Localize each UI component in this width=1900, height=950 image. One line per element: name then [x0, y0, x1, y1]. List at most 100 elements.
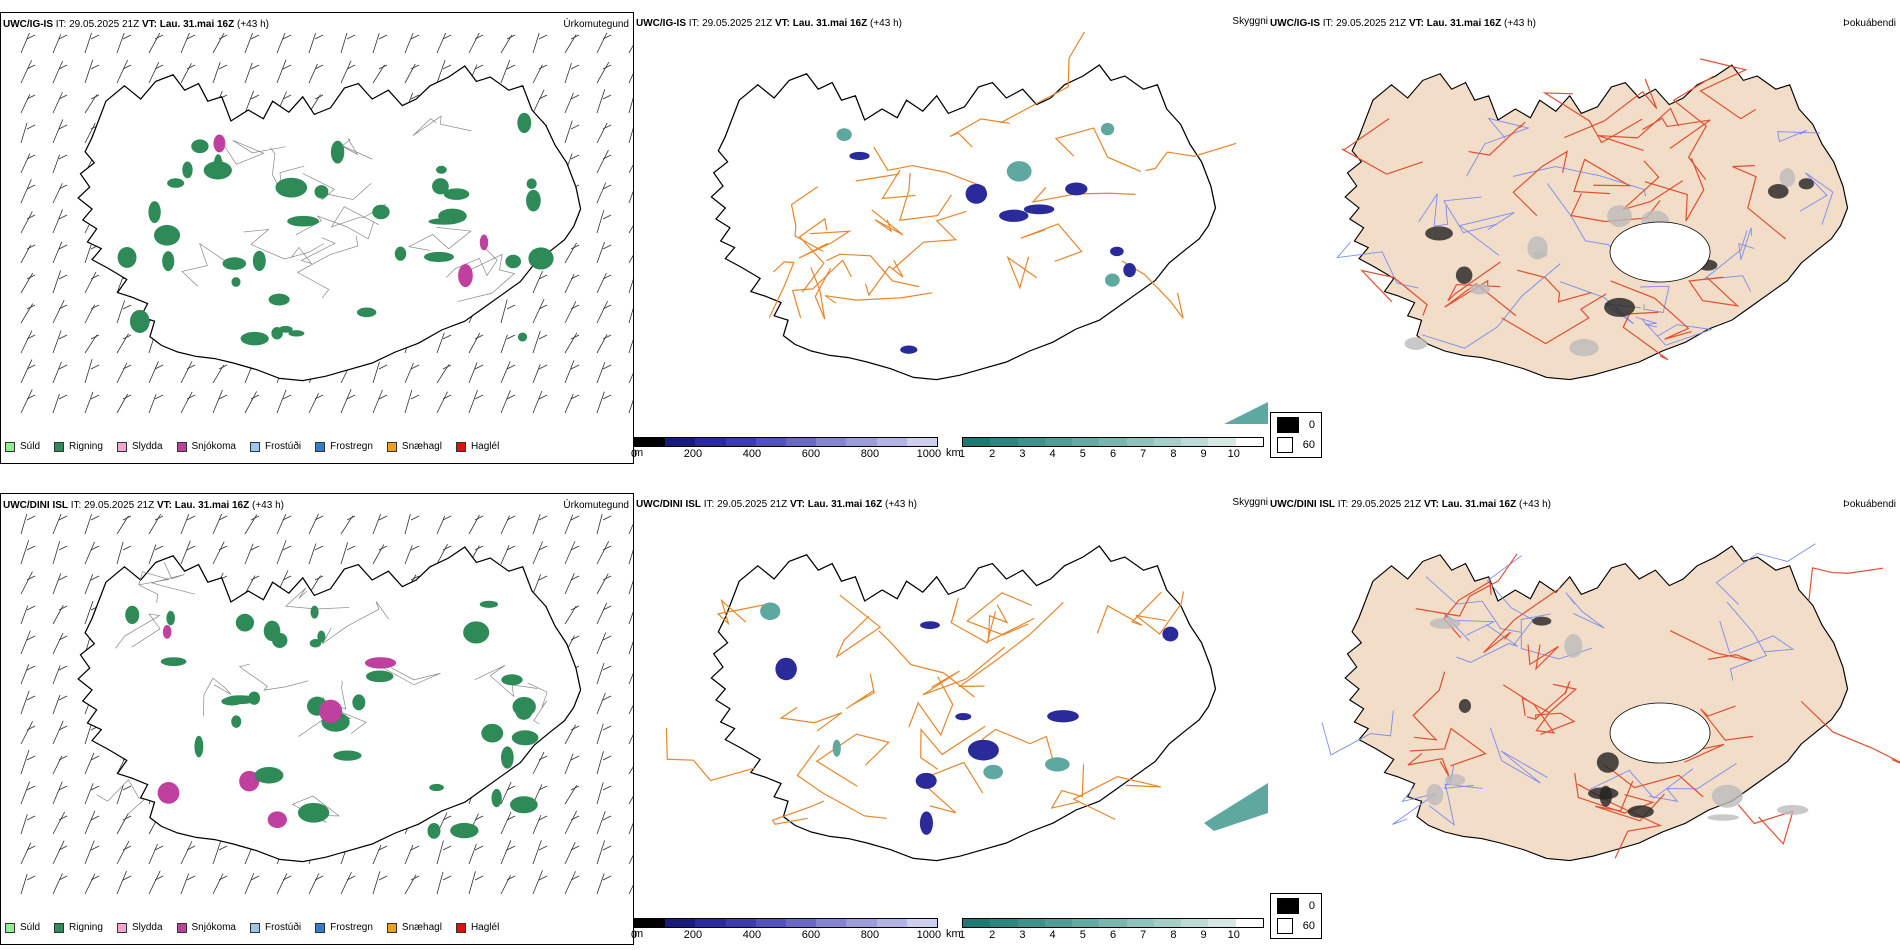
wind-barb	[500, 390, 511, 414]
road-line	[1415, 553, 1518, 617]
road-line	[779, 706, 843, 732]
wind-barb	[20, 153, 31, 174]
river-line	[1456, 624, 1519, 663]
wind-barb-flag	[602, 875, 612, 881]
wind-barb	[564, 810, 578, 835]
wind-barb-flag	[122, 515, 132, 521]
field-blob	[231, 715, 242, 728]
field-blob	[983, 764, 1004, 780]
wind-barb	[628, 373, 633, 384]
wind-barb-flag	[570, 545, 580, 551]
wind-barb-flag	[218, 875, 228, 881]
wind-barb-flag	[602, 755, 612, 761]
wind-barb	[628, 611, 633, 625]
wind-barb-flag	[378, 875, 388, 881]
wind-barb	[84, 600, 94, 625]
road-line	[1800, 700, 1900, 764]
wind-barb-flag	[570, 845, 580, 851]
field-blob	[517, 112, 532, 133]
precip-panel-top: UWC/IG-IS IT: 29.05.2025 21Z VT: Lau. 31…	[0, 12, 634, 464]
colorbar-cell	[1017, 919, 1045, 927]
field-blob	[1404, 337, 1428, 351]
wind-barb	[84, 33, 92, 54]
river-line	[1799, 172, 1834, 225]
wind-barb-flag	[58, 124, 68, 130]
road-line	[1644, 157, 1705, 222]
wind-barb-flag	[122, 364, 132, 370]
wind-barb-flag	[410, 94, 420, 100]
wind-barb	[84, 391, 94, 414]
field-blob	[458, 264, 473, 288]
wind-barb-flag	[90, 334, 100, 340]
wind-barb-flag	[122, 785, 132, 791]
wind-barb	[244, 62, 253, 84]
wind-barb	[596, 391, 605, 414]
wind-barb	[340, 542, 349, 565]
field-blob	[481, 723, 504, 743]
wind-barb-flag	[538, 304, 548, 310]
legend-swatch	[176, 441, 187, 452]
colorbar-cell	[1153, 438, 1182, 446]
wind-barb-flag	[442, 364, 452, 370]
road-line	[1096, 591, 1162, 634]
road-line	[1622, 311, 1669, 361]
road-line	[1072, 775, 1162, 821]
wind-barb-flag	[58, 695, 68, 701]
wind-barb	[596, 811, 606, 835]
wind-barb	[180, 63, 192, 84]
wind-barb	[628, 190, 633, 204]
wind-barb	[20, 303, 34, 324]
wind-barb	[244, 33, 253, 54]
colorbar-cell	[906, 438, 938, 446]
wind-barb-flag	[58, 94, 68, 100]
legend-item-snaehagl: Snæhagl	[386, 922, 442, 933]
field-blob	[1105, 273, 1120, 287]
road-line	[1700, 705, 1754, 741]
colorbar-cell	[1017, 438, 1045, 446]
colorbar-cell	[816, 919, 847, 927]
wind-barb-flag	[58, 304, 68, 310]
wind-barb-flag	[58, 845, 68, 851]
wind-barb-flag	[538, 815, 548, 821]
wind-barb	[500, 515, 510, 535]
road-line	[1732, 164, 1786, 240]
road-line	[1526, 680, 1571, 720]
wind-barb	[148, 33, 161, 54]
colorbar-cell	[1099, 438, 1127, 446]
wind-barb	[52, 60, 63, 84]
wind-barb-flag	[570, 124, 580, 130]
wind-barb-flag	[58, 214, 68, 220]
field-blob	[153, 224, 181, 246]
wind-barb	[148, 843, 158, 865]
wind-barb	[628, 884, 633, 895]
wind-barb-flag	[250, 545, 260, 551]
road-line	[1564, 78, 1658, 139]
road-line	[1054, 127, 1142, 173]
road-line	[1688, 276, 1740, 307]
fog-panel-top: UWC/IG-IS IT: 29.05.2025 21Z VT: Lau. 31…	[1268, 12, 1900, 464]
legend-item-snjokoma: Snjókoma	[176, 441, 236, 452]
road-line	[908, 676, 954, 737]
legend-item-frostregn: Frostregn	[315, 441, 373, 452]
wind-barb	[500, 334, 508, 354]
wind-barb	[52, 119, 64, 144]
field-blob	[1798, 178, 1815, 190]
wind-barb-flag	[58, 334, 68, 340]
wind-barb-flag	[58, 725, 68, 731]
wind-barb	[116, 59, 128, 84]
wind-barb-flag	[90, 815, 100, 821]
road-line	[1527, 644, 1559, 671]
field-blob	[443, 188, 470, 200]
field-blob	[125, 605, 140, 625]
wind-barb	[52, 514, 62, 535]
wind-barb-flag	[282, 394, 292, 400]
wind-barb-flag	[154, 364, 164, 370]
field-blob	[1469, 283, 1491, 295]
wind-barb	[340, 515, 354, 535]
wind-barb	[404, 63, 416, 84]
field-blob	[1023, 204, 1055, 215]
colorbar-cell	[990, 919, 1018, 927]
field-blob	[1006, 161, 1032, 182]
wind-barb	[180, 391, 193, 414]
wind-barb-flag	[282, 515, 292, 521]
